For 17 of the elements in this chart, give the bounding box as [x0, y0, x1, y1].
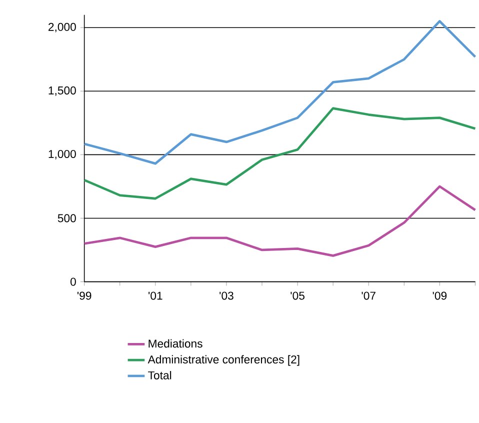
x-tick-label: '05: [290, 292, 304, 300]
y-tick-label: 1,500: [48, 86, 76, 96]
line-series: [83, 20, 476, 165]
legend-label: Total: [148, 371, 172, 380]
x-tick-label: '01: [148, 292, 162, 300]
y-tick-label: 500: [58, 214, 76, 222]
line-series: [83, 185, 476, 258]
x-tick-label: '99: [77, 292, 92, 300]
legend-label: Mediations: [148, 339, 202, 348]
y-tick-label: 2,000: [48, 23, 76, 32]
line-series: [83, 107, 476, 200]
y-tick-label: 0: [70, 278, 76, 286]
x-tick-label: '09: [432, 292, 447, 300]
y-tick-label: 1,000: [48, 150, 76, 160]
x-tick-label: '07: [362, 292, 376, 300]
legend-label: Administrative conferences [2]: [148, 355, 300, 366]
x-tick-label: '03: [220, 292, 234, 300]
